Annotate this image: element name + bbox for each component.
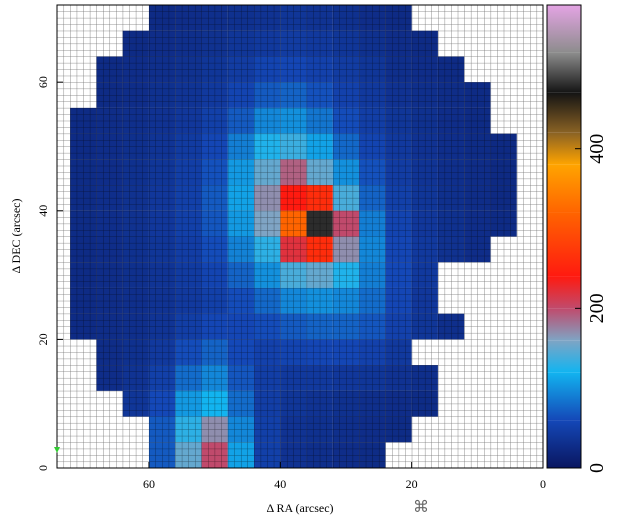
y-tick-label: 20: [36, 333, 50, 345]
x-tick-label: 20: [406, 477, 418, 491]
colorbar-segment: [547, 308, 581, 340]
colorbar-segment: [547, 53, 581, 93]
colorbar-segment: [547, 5, 581, 53]
colorbar-segment: [547, 93, 581, 133]
y-tick-label: 60: [36, 76, 50, 88]
y-tick-label: 0: [36, 465, 50, 471]
x-tick-label: 60: [143, 477, 155, 491]
colorbar-segment: [547, 340, 581, 372]
icon[interactable]: ⌘: [413, 499, 429, 516]
colorbar-tick-label: 0: [586, 463, 608, 473]
colorbar-tick-label: 200: [586, 293, 608, 323]
x-axis-label: Δ RA (arcsec): [266, 501, 333, 515]
colorbar-segment: [547, 372, 581, 420]
y-axis-label: Δ DEC (arcsec): [9, 198, 23, 273]
colorbar-segment: [547, 213, 581, 277]
colorbar-segment: [547, 165, 581, 213]
x-tick-label: 0: [540, 477, 546, 491]
colorbar-tick-label: 400: [586, 134, 608, 164]
colorbar-segment: [547, 420, 581, 468]
colorbar-segment: [547, 276, 581, 308]
pixel-grid: [57, 5, 543, 468]
x-tick-label: 40: [274, 477, 286, 491]
y-tick-label: 40: [36, 205, 50, 217]
